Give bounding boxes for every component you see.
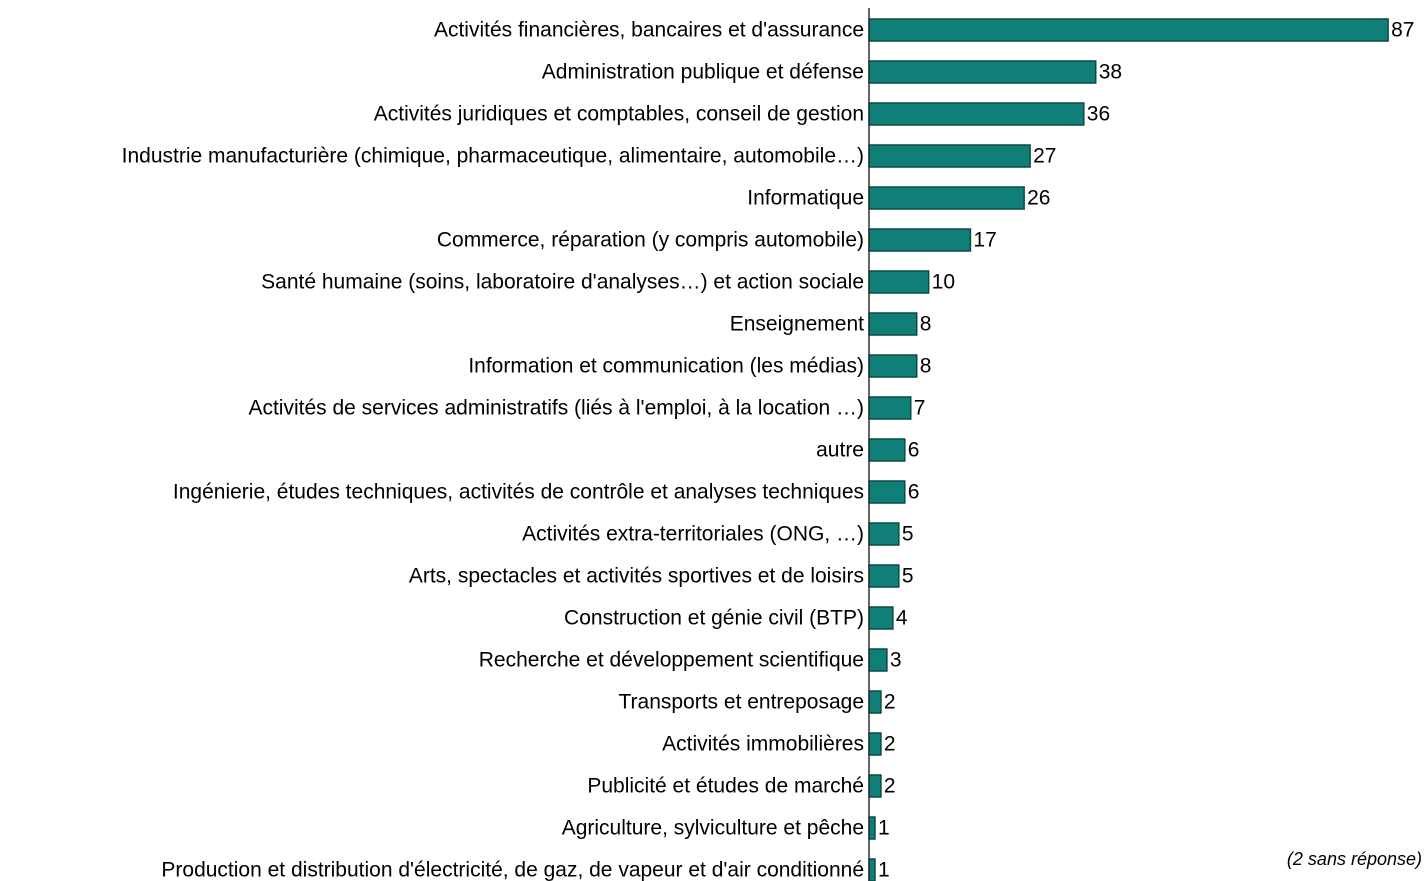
category-label: Publicité et études de marché xyxy=(587,775,864,798)
category-label: Arts, spectacles et activités sportives … xyxy=(409,565,864,588)
value-label: 5 xyxy=(902,565,914,588)
category-label: Production et distribution d'électricité… xyxy=(161,859,864,881)
value-label: 5 xyxy=(902,523,914,546)
bar xyxy=(868,18,1389,42)
value-label: 2 xyxy=(884,733,896,756)
annotation: (2 sans réponse) xyxy=(1287,849,1422,869)
category-label: Ingénierie, études techniques, activités… xyxy=(173,481,864,504)
value-label: 87 xyxy=(1391,19,1414,42)
category-label: Enseignement xyxy=(730,313,864,336)
value-label: 6 xyxy=(908,439,920,462)
bar xyxy=(868,648,888,672)
value-label: 3 xyxy=(890,649,902,672)
bar xyxy=(868,564,900,588)
category-label: Agriculture, sylviculture et pêche xyxy=(562,817,864,840)
bar xyxy=(868,270,930,294)
value-label: 4 xyxy=(896,607,908,630)
bar xyxy=(868,816,876,840)
bar xyxy=(868,690,882,714)
category-label: Activités extra-territoriales (ONG, …) xyxy=(522,523,864,546)
category-label: Informatique xyxy=(747,187,864,210)
bar xyxy=(868,186,1025,210)
bar xyxy=(868,438,906,462)
value-label: 1 xyxy=(878,859,890,881)
category-label: Activités financières, bancaires et d'as… xyxy=(434,19,864,42)
category-label: Activités de services administratifs (li… xyxy=(248,397,864,420)
category-label: Recherche et développement scientifique xyxy=(479,649,864,672)
bar xyxy=(868,312,918,336)
value-label: 2 xyxy=(884,691,896,714)
value-label: 2 xyxy=(884,775,896,798)
bar xyxy=(868,102,1085,126)
value-label: 7 xyxy=(914,397,926,420)
bar xyxy=(868,144,1031,168)
category-label: Activités juridiques et comptables, cons… xyxy=(374,103,864,126)
category-label: Administration publique et défense xyxy=(542,61,864,84)
bar xyxy=(868,396,912,420)
bar xyxy=(868,732,882,756)
value-label: 38 xyxy=(1099,61,1122,84)
bar xyxy=(868,858,876,881)
bar xyxy=(868,60,1097,84)
bar xyxy=(868,522,900,546)
category-label: Industrie manufacturière (chimique, phar… xyxy=(122,145,864,168)
value-label: 36 xyxy=(1087,103,1110,126)
category-label: autre xyxy=(816,439,864,462)
value-label: 27 xyxy=(1033,145,1056,168)
bar xyxy=(868,354,918,378)
category-label: Santé humaine (soins, laboratoire d'anal… xyxy=(261,271,864,294)
bar xyxy=(868,774,882,798)
category-label: Commerce, réparation (y compris automobi… xyxy=(437,229,864,252)
category-label: Activités immobilières xyxy=(662,733,864,756)
value-label: 10 xyxy=(932,271,955,294)
value-label: 17 xyxy=(973,229,996,252)
value-label: 26 xyxy=(1027,187,1050,210)
value-label: 6 xyxy=(908,481,920,504)
bar xyxy=(868,228,972,252)
bar xyxy=(868,480,906,504)
value-label: 8 xyxy=(920,355,932,378)
value-label: 1 xyxy=(878,817,890,840)
category-label: Construction et génie civil (BTP) xyxy=(564,607,864,630)
category-label: Transports et entreposage xyxy=(618,691,864,714)
bar xyxy=(868,606,894,630)
category-label: Information et communication (les médias… xyxy=(468,355,864,378)
value-label: 8 xyxy=(920,313,932,336)
